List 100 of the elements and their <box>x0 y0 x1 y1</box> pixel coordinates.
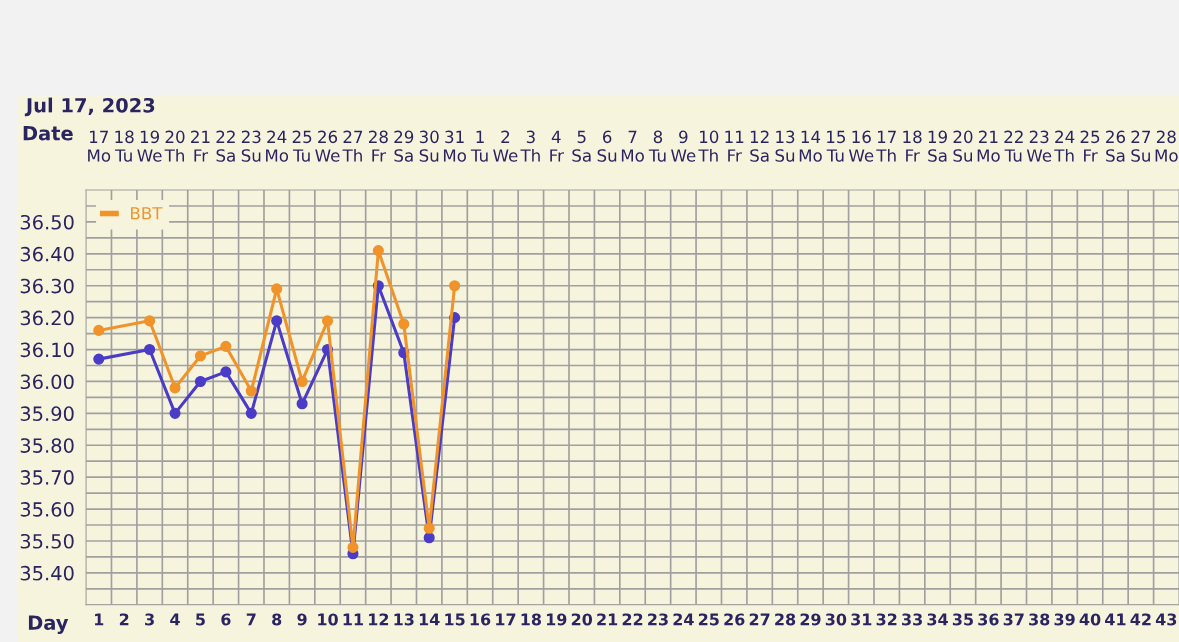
x2-tick-label: 19 Sa <box>928 130 947 162</box>
x2-tick-label: 3 Th <box>520 130 540 162</box>
x2-tick-label: 27 Su <box>1131 130 1151 162</box>
point <box>271 315 283 327</box>
x-tick-label: 27 <box>749 613 770 626</box>
x2-tick-label: 21 Fr <box>191 130 210 162</box>
x2-tick-label: 22 Tu <box>1004 130 1023 162</box>
x-tick-label: 14 <box>419 613 440 626</box>
legend-label: BBT <box>131 207 163 220</box>
point <box>93 353 105 365</box>
x-tick-label: 34 <box>927 613 948 626</box>
x-tick-label: 15 <box>445 613 465 626</box>
y-tick-label: 36.00 <box>20 374 74 390</box>
x2-tick-label: 7 Mo <box>621 130 644 162</box>
x2-tick-label: 17 Mo <box>88 130 111 162</box>
point <box>398 318 410 330</box>
x2-tick-label: 22 Sa <box>216 130 235 162</box>
x2-tick-label: 31 Mo <box>443 130 466 162</box>
x-tick-label: 11 <box>343 613 363 626</box>
x2-tick-label: 18 Fr <box>903 130 922 162</box>
point <box>423 522 435 534</box>
y-tick-label: 35.60 <box>20 502 74 517</box>
x-tick-label: 43 <box>1155 613 1177 626</box>
point <box>169 407 181 419</box>
x2-tick-label: 1 Tu <box>470 130 488 162</box>
x2-tick-label: 28 Fr <box>368 130 388 162</box>
x-tick-label: 26 <box>724 613 745 626</box>
x-tick-label: 33 <box>902 613 922 626</box>
x2-tick-label: 18 Tu <box>115 130 134 162</box>
x-tick-label: 8 <box>272 613 282 626</box>
x-tick-label: 38 <box>1029 613 1050 626</box>
point <box>194 350 206 362</box>
x-tick-label: 30 <box>825 613 847 626</box>
x2-axis-title: Date <box>23 126 73 141</box>
x-tick-label: 4 <box>170 613 180 626</box>
x-tick-label: 20 <box>571 613 593 626</box>
x-tick-label: 17 <box>496 613 516 626</box>
x-tick-label: 10 <box>318 613 338 626</box>
x-tick-label: 40 <box>1079 613 1101 626</box>
x2-tick-label: 8 Tu <box>648 130 666 162</box>
point <box>347 541 359 553</box>
x-tick-label: 13 <box>394 613 414 626</box>
x2-tick-label: 12 Sa <box>750 130 769 162</box>
x2-tick-label: 2 We <box>493 130 518 162</box>
x2-tick-label: 25 Tu <box>292 130 312 162</box>
x-tick-label: 12 <box>369 613 389 626</box>
x-tick-label: 2 <box>119 613 129 626</box>
x2-tick-label: 19 We <box>137 130 162 162</box>
chart-title: Jul 17, 2023 <box>24 97 155 117</box>
y-tick-label: 35.90 <box>20 406 74 422</box>
y-tick-label: 35.50 <box>20 533 74 549</box>
x-tick-label: 36 <box>978 613 999 626</box>
x-tick-label: 37 <box>1003 613 1024 626</box>
x-tick-label: 32 <box>876 613 897 626</box>
x-tick-label: 24 <box>673 613 694 626</box>
x2-tick-label: 5 Sa <box>572 130 591 162</box>
x2-tick-label: 6 Su <box>597 130 617 162</box>
y-tick-label: 36.10 <box>20 342 74 358</box>
x-tick-label: 9 <box>297 613 307 626</box>
point <box>372 245 384 257</box>
point <box>220 340 232 352</box>
x2-tick-label: 24 Mo <box>266 130 289 162</box>
x2-tick-label: 23 We <box>1026 130 1052 162</box>
point <box>93 324 105 336</box>
point <box>296 398 308 410</box>
x2-tick-label: 25 Fr <box>1080 130 1100 162</box>
y-tick-label: 36.40 <box>20 246 74 262</box>
x-tick-label: 28 <box>775 613 796 626</box>
x2-tick-label: 16 We <box>848 130 874 162</box>
x2-tick-label: 13 Su <box>775 130 795 162</box>
point <box>144 343 156 356</box>
y-tick-label: 35.40 <box>20 565 74 581</box>
x2-tick-label: 29 Sa <box>394 130 414 162</box>
x-tick-label: 1 <box>95 613 104 626</box>
x-tick-label: 16 <box>470 613 491 626</box>
x2-tick-label: 30 Su <box>419 130 439 162</box>
x-tick-label: 18 <box>521 613 541 626</box>
point <box>144 315 156 327</box>
y-tick-label: 36.50 <box>20 214 74 230</box>
y-tick-label: 35.70 <box>20 470 74 485</box>
x-tick-label: 42 <box>1130 613 1151 626</box>
x-tick-label: 21 <box>597 613 618 626</box>
x2-tick-label: 27 Th <box>342 130 363 162</box>
x2-tick-label: 14 Mo <box>799 130 822 162</box>
x-tick-label: 3 <box>145 613 154 626</box>
point <box>194 375 206 388</box>
point <box>423 532 435 544</box>
x2-tick-label: 24 Th <box>1054 130 1075 162</box>
point <box>220 366 232 378</box>
point <box>321 315 334 327</box>
x-tick-label: 25 <box>698 613 719 626</box>
x-tick-label: 6 <box>221 613 231 626</box>
x-tick-label: 23 <box>648 613 668 626</box>
point <box>296 375 308 388</box>
x2-tick-label: 26 We <box>315 130 340 162</box>
x2-tick-label: 23 Su <box>241 130 261 162</box>
x2-tick-label: 4 Fr <box>550 130 564 162</box>
x2-tick-label: 17 Th <box>876 130 896 162</box>
x-axis-title: Day <box>28 615 69 634</box>
point <box>169 382 181 394</box>
